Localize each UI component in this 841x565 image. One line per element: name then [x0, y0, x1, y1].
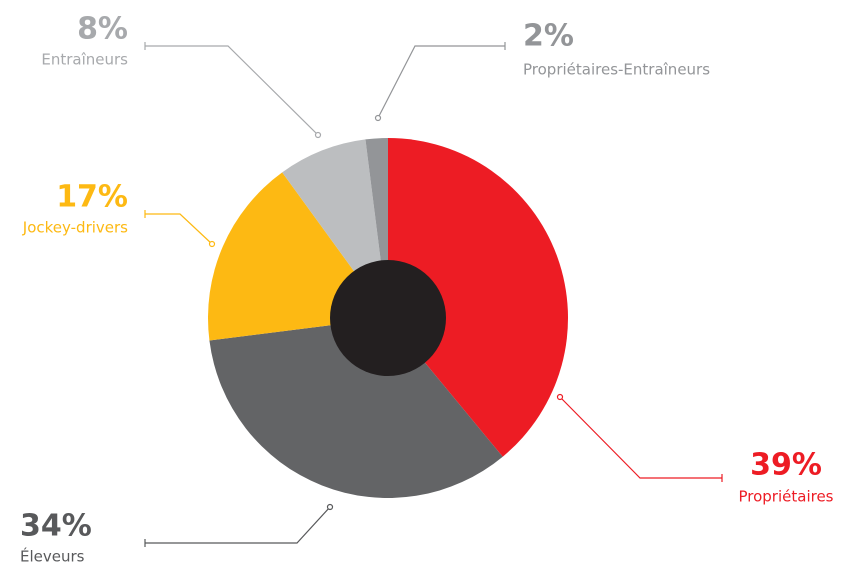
- callout-line: [559, 396, 722, 479]
- category-label: Éleveurs: [20, 547, 85, 565]
- callout-line: [145, 506, 331, 544]
- percent-label: 2%: [523, 19, 574, 54]
- callout-dot: [556, 393, 564, 401]
- percent-label: 39%: [750, 448, 822, 483]
- callout-line: [145, 45, 319, 136]
- category-label: Jockey-drivers: [22, 219, 128, 237]
- percent-label: 8%: [77, 12, 128, 47]
- donut-hole: [330, 260, 446, 376]
- pie-slice: [209, 318, 503, 498]
- category-label: Propriétaires-Entraîneurs: [523, 61, 710, 79]
- callout-dot: [326, 503, 334, 511]
- callout-dot: [374, 114, 382, 122]
- category-label: Propriétaires: [738, 488, 833, 506]
- pie-slice: [388, 138, 569, 457]
- percent-label: 17%: [56, 180, 128, 215]
- callout-line: [145, 213, 213, 245]
- percent-label: 34%: [20, 509, 92, 544]
- callout-dot: [208, 240, 216, 248]
- category-label: Entraîneurs: [41, 51, 128, 69]
- callout-line: [377, 45, 505, 119]
- callout-dot: [314, 131, 322, 139]
